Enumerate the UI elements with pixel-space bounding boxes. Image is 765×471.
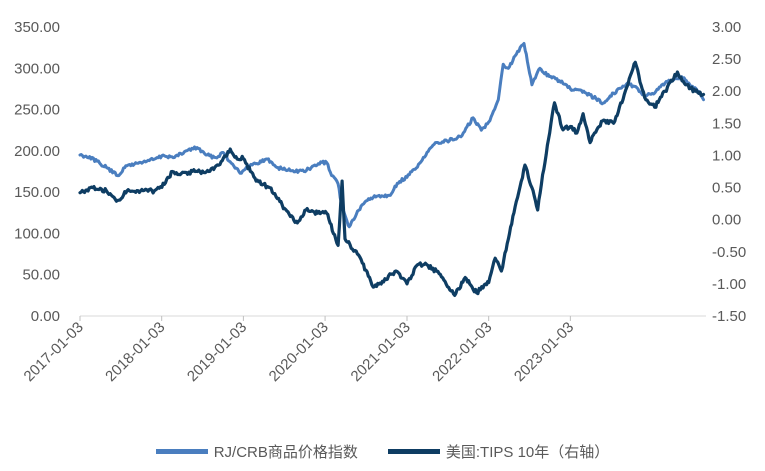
y-left-tick-label: 300.00 <box>14 60 60 77</box>
legend-swatch-crb <box>155 448 208 454</box>
legend-label-tips: 美国:TIPS 10年（右轴） <box>445 443 610 461</box>
y-right-tick-label: 0.00 <box>712 212 741 229</box>
y-right-tick-label: 2.50 <box>712 51 741 68</box>
y-left-tick-label: 250.00 <box>14 102 60 119</box>
x-tick-label: 2023-01-03 <box>511 319 577 385</box>
legend-swatch-tips <box>387 448 440 454</box>
x-tick-label: 2017-01-03 <box>21 319 87 385</box>
y-right-tick-label: -0.50 <box>712 244 746 261</box>
x-tick-label: 2021-01-03 <box>348 319 414 385</box>
x-axis: 2017-01-03 2018-01-03 2019-01-03 2020-01-03… <box>21 316 577 385</box>
y-axis-left: 0.00 50.00 100.00 150.00 200.00 250.00 300.00 3… <box>14 19 60 325</box>
legend-item-tips: 美国:TIPS 10年（右轴） <box>387 441 610 462</box>
x-tick-label: 2020-01-03 <box>266 319 332 385</box>
y-right-tick-label: -1.50 <box>712 308 746 325</box>
legend-item-crb: RJ/CRB商品价格指数 <box>155 441 358 462</box>
x-tick-label: 2018-01-03 <box>102 319 168 385</box>
y-left-tick-label: 150.00 <box>14 184 60 201</box>
y-axis-right: -1.50 -1.00 -0.50 0.00 0.50 1.00 1.50 2.00 2.50 3… <box>712 19 746 325</box>
series-line-crb <box>78 42 705 229</box>
legend: RJ/CRB商品价格指数 美国:TIPS 10年（右轴） <box>0 437 765 465</box>
y-right-tick-label: 1.00 <box>712 147 741 164</box>
chart: 0.00 50.00 100.00 150.00 200.00 250.00 300.00 3… <box>14 19 746 385</box>
x-tick-label: 2019-01-03 <box>184 319 250 385</box>
x-tick-label: 2022-01-03 <box>429 319 495 385</box>
y-right-tick-label: 2.00 <box>712 83 741 100</box>
y-left-tick-label: 50.00 <box>22 267 60 284</box>
y-left-tick-label: 100.00 <box>14 225 60 242</box>
y-right-tick-label: 0.50 <box>712 180 741 197</box>
y-left-tick-label: 0.00 <box>31 308 60 325</box>
legend-label-crb: RJ/CRB商品价格指数 <box>213 443 358 461</box>
y-left-tick-label: 350.00 <box>14 19 60 36</box>
y-right-tick-label: 1.50 <box>712 115 741 132</box>
y-right-tick-label: -1.00 <box>712 276 746 293</box>
y-left-tick-label: 200.00 <box>14 143 60 160</box>
plot-area <box>78 42 706 297</box>
y-right-tick-label: 3.00 <box>712 19 741 36</box>
series-line-tips <box>78 60 706 297</box>
